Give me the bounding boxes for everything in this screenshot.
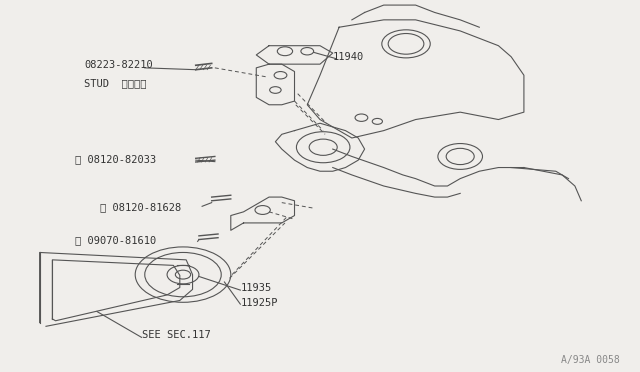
Text: 08223-82210: 08223-82210 <box>84 60 153 70</box>
Text: SEE SEC.117: SEE SEC.117 <box>141 330 211 340</box>
Text: A/93A 0058: A/93A 0058 <box>561 355 620 365</box>
Text: Ⓑ 08120-81628: Ⓑ 08120-81628 <box>100 202 181 212</box>
Text: 11935: 11935 <box>241 283 271 293</box>
Text: Ⓑ 08120-82033: Ⓑ 08120-82033 <box>75 154 156 164</box>
Text: Ⓑ 09070-81610: Ⓑ 09070-81610 <box>75 235 156 245</box>
Text: 11925P: 11925P <box>241 298 278 308</box>
Text: 11940: 11940 <box>333 52 364 62</box>
Text: STUD  スタッド: STUD スタッド <box>84 78 147 88</box>
